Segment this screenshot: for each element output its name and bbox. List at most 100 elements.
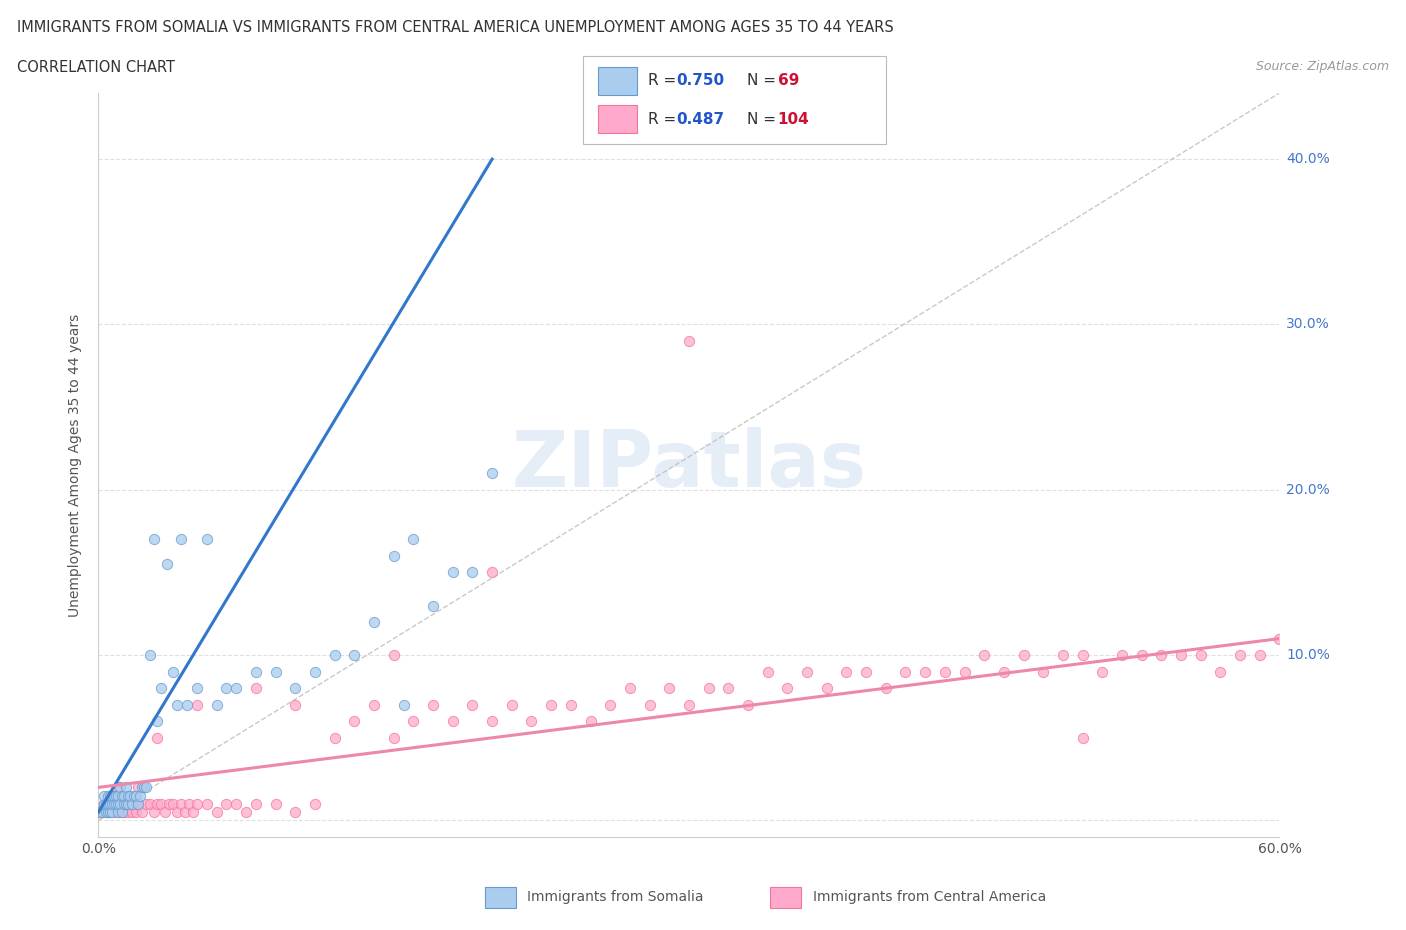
Point (121, 804, 143, 819)
Point (97, 796, 120, 811)
Text: N =: N = (747, 73, 780, 88)
Point (1209, 664, 1232, 679)
Point (98, 796, 121, 811)
Point (115, 780, 138, 795)
Point (756, 664, 779, 679)
Point (131, 780, 153, 795)
Point (101, 789, 124, 804)
Point (481, 565, 503, 580)
Point (157, 796, 180, 811)
Text: 10.0%: 10.0% (1286, 648, 1330, 662)
Text: IMMIGRANTS FROM SOMALIA VS IMMIGRANTS FROM CENTRAL AMERICA UNEMPLOYMENT AMONG AG: IMMIGRANTS FROM SOMALIA VS IMMIGRANTS FR… (17, 20, 894, 35)
Point (658, 681, 681, 696)
Point (579, 714, 602, 729)
Point (678, 698, 700, 712)
Point (363, 615, 385, 630)
Point (815, 681, 838, 696)
Point (914, 664, 936, 679)
Text: 104: 104 (778, 112, 810, 126)
Point (323, 647, 346, 662)
Point (128, 789, 150, 804)
Point (392, 698, 415, 712)
Point (1249, 647, 1271, 662)
Point (125, 789, 148, 804)
Point (117, 796, 139, 811)
Point (264, 796, 287, 811)
Point (112, 804, 135, 819)
Point (105, 796, 128, 811)
Point (174, 804, 197, 819)
Point (225, 681, 247, 696)
Point (135, 796, 157, 811)
Point (1268, 631, 1291, 646)
Point (177, 796, 200, 811)
Point (215, 681, 238, 696)
Point (105, 796, 128, 811)
Point (170, 796, 193, 811)
Point (264, 664, 287, 679)
Point (481, 466, 503, 481)
Point (101, 796, 124, 811)
Point (402, 532, 425, 547)
Point (98, 804, 121, 819)
Point (205, 698, 228, 712)
Text: R =: R = (648, 112, 682, 126)
Point (638, 698, 661, 712)
Point (422, 598, 444, 613)
Point (97, 804, 120, 819)
Point (619, 681, 641, 696)
Point (195, 532, 218, 547)
Point (166, 698, 188, 712)
Point (737, 698, 759, 712)
Point (1229, 647, 1251, 662)
Point (186, 681, 208, 696)
Point (953, 664, 976, 679)
Point (205, 804, 228, 819)
Point (131, 804, 153, 819)
Point (382, 730, 405, 745)
Point (245, 681, 267, 696)
Point (304, 664, 326, 679)
Point (461, 698, 484, 712)
Point (156, 557, 179, 572)
Point (186, 796, 208, 811)
Text: Source: ZipAtlas.com: Source: ZipAtlas.com (1256, 60, 1389, 73)
Point (107, 804, 129, 819)
Point (96, 796, 118, 811)
Point (284, 804, 307, 819)
Text: CORRELATION CHART: CORRELATION CHART (17, 60, 174, 75)
Point (97, 796, 120, 811)
Point (138, 796, 160, 811)
Point (108, 780, 131, 795)
Point (122, 796, 145, 811)
Point (1071, 647, 1094, 662)
Point (96, 804, 118, 819)
Point (422, 698, 444, 712)
Point (146, 714, 169, 729)
Point (245, 664, 267, 679)
Point (717, 681, 740, 696)
Point (89, 804, 111, 819)
Point (155, 804, 177, 819)
Point (108, 796, 131, 811)
Point (107, 780, 129, 795)
Point (186, 698, 208, 712)
Point (142, 804, 165, 819)
Point (121, 796, 143, 811)
Point (96, 796, 118, 811)
Y-axis label: Unemployment Among Ages 35 to 44 years: Unemployment Among Ages 35 to 44 years (69, 313, 83, 617)
Point (107, 804, 129, 819)
Text: ZIPatlas: ZIPatlas (512, 427, 866, 503)
Point (363, 698, 385, 712)
Point (1071, 730, 1094, 745)
Point (166, 804, 188, 819)
Point (97, 789, 120, 804)
Point (118, 789, 141, 804)
Point (138, 647, 160, 662)
Point (111, 796, 134, 811)
Point (481, 714, 503, 729)
Point (93, 789, 115, 804)
Point (934, 664, 956, 679)
Point (107, 789, 129, 804)
Point (117, 789, 139, 804)
